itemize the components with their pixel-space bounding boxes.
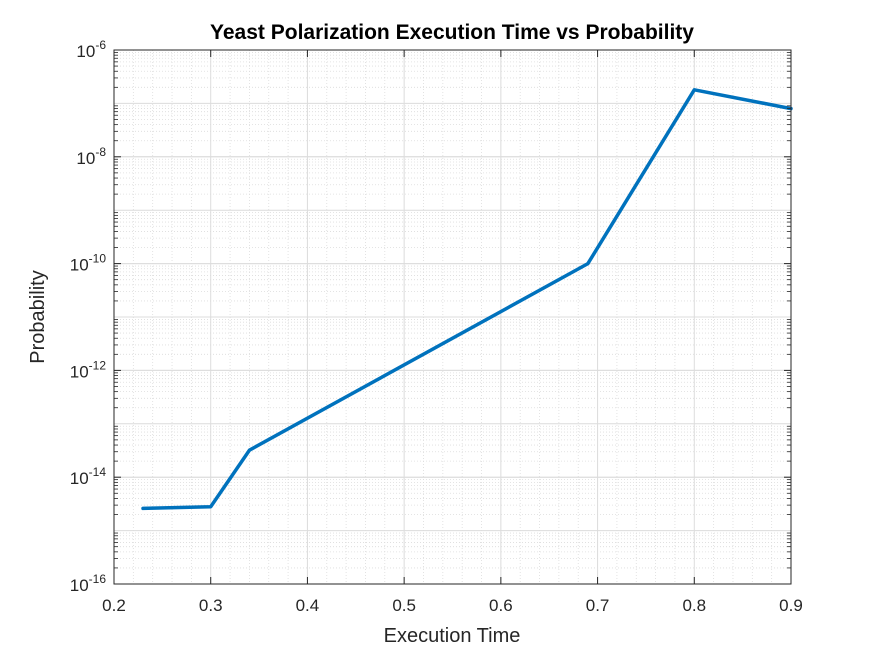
y-axis-ticks: 10-16 10-14 10-12 10-10 10-8 10-6 bbox=[70, 38, 791, 595]
y-axis-label: Probability bbox=[27, 270, 49, 363]
x-tick-label: 0.6 bbox=[489, 596, 513, 615]
series-line-1 bbox=[141, 88, 793, 511]
x-axis-label: Execution Time bbox=[384, 625, 521, 647]
x-tick-label: 0.7 bbox=[586, 596, 610, 615]
y-tick-label: 10-6 bbox=[76, 38, 106, 61]
x-tick-label: 0.3 bbox=[199, 596, 223, 615]
x-tick-label: 0.9 bbox=[779, 596, 803, 615]
series-layer bbox=[141, 88, 793, 511]
y-tick-label: 10-14 bbox=[70, 465, 107, 488]
y-tick-label: 10-10 bbox=[70, 252, 107, 275]
chart-title: Yeast Polarization Execution Time vs Pro… bbox=[210, 21, 694, 44]
x-tick-label: 0.4 bbox=[296, 596, 320, 615]
y-tick-label: 10-8 bbox=[76, 145, 106, 168]
x-axis-ticks: 0.2 0.3 0.4 0.5 0.6 0.7 0.8 0.9 bbox=[102, 50, 803, 615]
x-tick-label: 0.8 bbox=[682, 596, 706, 615]
plot-frame bbox=[113, 49, 792, 585]
x-tick-label: 0.2 bbox=[102, 596, 126, 615]
y-tick-label: 10-16 bbox=[70, 572, 107, 595]
y-tick-label: 10-12 bbox=[70, 358, 107, 381]
x-tick-label: 0.5 bbox=[392, 596, 416, 615]
